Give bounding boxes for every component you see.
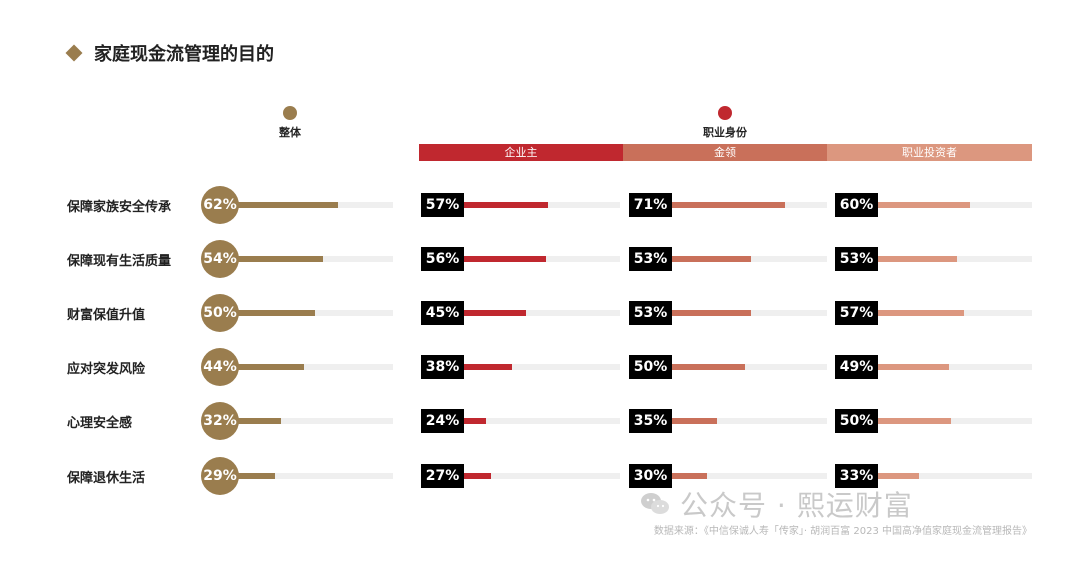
bar-track <box>440 256 620 262</box>
bar <box>650 310 751 316</box>
legend-occupation-label: 职业身份 <box>703 126 747 139</box>
bar <box>440 473 492 479</box>
data-label: 56% <box>421 247 464 271</box>
bar <box>220 473 276 479</box>
row-label: 保障家族安全传承 <box>67 200 172 215</box>
diamond-icon <box>65 44 83 62</box>
bar <box>856 256 957 262</box>
data-label: 33% <box>835 464 878 488</box>
row-label: 心理安全感 <box>67 416 133 431</box>
bar <box>440 202 549 208</box>
watermark-text: 公众号 · 熙运财富 <box>680 489 913 522</box>
bar-track <box>856 256 1032 262</box>
page-title: 家庭现金流管理的目的 <box>94 44 274 65</box>
wechat-icon <box>641 493 669 514</box>
bar-track <box>650 473 827 479</box>
bar-track <box>440 364 620 370</box>
bar <box>220 418 281 424</box>
bar <box>220 364 304 370</box>
bar-track <box>440 473 620 479</box>
column-header-investor: 职业投资者 <box>827 144 1032 161</box>
legend-dot-occupation <box>718 106 732 120</box>
bar <box>650 418 717 424</box>
bar <box>220 202 338 208</box>
watermark: 公众号 · 熙运财富 <box>640 484 913 524</box>
bar-track <box>650 310 827 316</box>
data-label: 38% <box>421 355 464 379</box>
bar <box>650 473 707 479</box>
bar <box>856 473 919 479</box>
data-label: 49% <box>835 355 878 379</box>
bar-track <box>856 418 1032 424</box>
bar-track <box>856 473 1032 479</box>
bar-track <box>220 202 393 208</box>
bar-track <box>440 418 620 424</box>
bar-track <box>856 202 1032 208</box>
legend-occupation: 职业身份 <box>665 106 785 140</box>
row-label: 保障现有生活质量 <box>67 254 172 269</box>
data-label: 44% <box>201 348 239 386</box>
bar-track <box>856 364 1032 370</box>
source-note: 数据来源：《中信保诚人寿「传家」· 胡润百富 2023 中国高净值家庭现金流管理… <box>653 526 1032 537</box>
data-label: 60% <box>835 193 878 217</box>
bar-track <box>220 418 393 424</box>
bar-track <box>220 256 393 262</box>
bar-track <box>856 310 1032 316</box>
data-label: 35% <box>629 409 672 433</box>
data-label: 32% <box>201 402 239 440</box>
legend-dot-overall <box>283 106 297 120</box>
data-label: 71% <box>629 193 672 217</box>
data-label: 53% <box>629 247 672 271</box>
bar <box>856 364 950 370</box>
bar <box>440 256 547 262</box>
data-label: 45% <box>421 301 464 325</box>
bar <box>650 364 745 370</box>
data-label: 57% <box>835 301 878 325</box>
bar-track <box>650 256 827 262</box>
row-label: 应对突发风险 <box>67 362 146 377</box>
data-label: 30% <box>629 464 672 488</box>
bar <box>650 256 751 262</box>
row-label: 财富保值升值 <box>67 308 146 323</box>
column-header-owner: 企业主 <box>419 144 623 161</box>
column-header-gold-collar: 金领 <box>623 144 827 161</box>
bar-track <box>440 310 620 316</box>
bar <box>440 310 526 316</box>
bar-track <box>440 202 620 208</box>
data-label: 50% <box>629 355 672 379</box>
bar <box>650 202 785 208</box>
data-label: 62% <box>201 186 239 224</box>
bar-track <box>650 202 827 208</box>
data-label: 24% <box>421 409 464 433</box>
data-label: 27% <box>421 464 464 488</box>
row-label: 保障退休生活 <box>67 471 146 486</box>
bar-track <box>650 418 827 424</box>
legend-overall-label: 整体 <box>279 126 301 139</box>
data-label: 50% <box>201 294 239 332</box>
bar <box>220 310 315 316</box>
data-label: 53% <box>629 301 672 325</box>
data-label: 50% <box>835 409 878 433</box>
bar <box>856 202 970 208</box>
data-label: 53% <box>835 247 878 271</box>
data-label: 29% <box>201 457 239 495</box>
bar <box>220 256 323 262</box>
legend-overall: 整体 <box>230 106 350 140</box>
page-title-group: 家庭现金流管理的目的 <box>65 40 274 66</box>
bar-track <box>220 364 393 370</box>
bar <box>856 310 965 316</box>
bar <box>440 364 513 370</box>
bar-track <box>220 310 393 316</box>
bar-track <box>650 364 827 370</box>
data-label: 57% <box>421 193 464 217</box>
data-label: 54% <box>201 240 239 278</box>
bar <box>856 418 951 424</box>
bar-track <box>220 473 393 479</box>
